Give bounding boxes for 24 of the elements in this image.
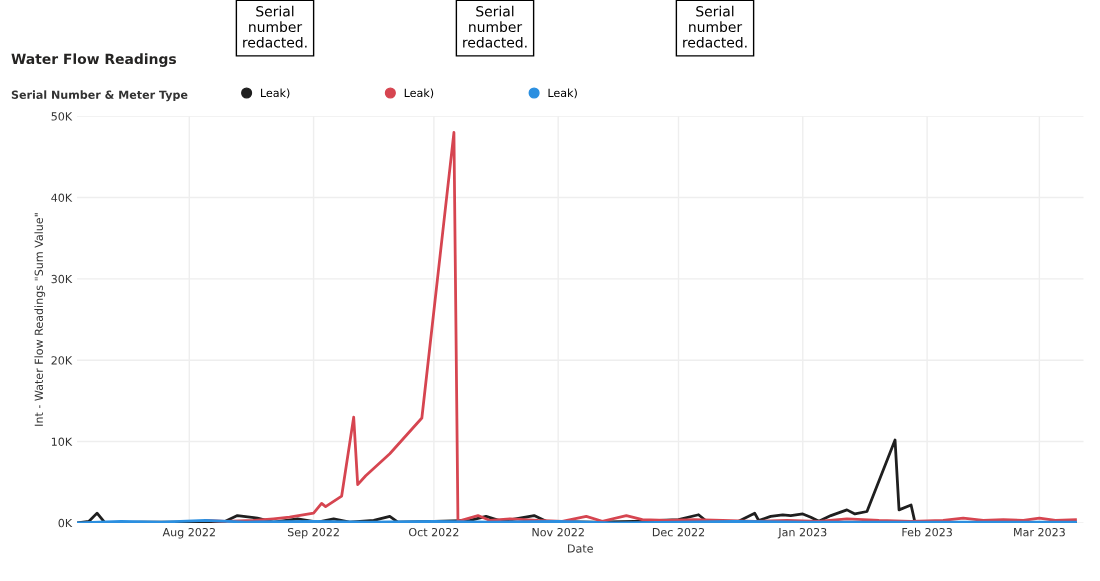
x-tick-label: Aug 2022 — [162, 527, 215, 539]
x-tick-label: Nov 2022 — [532, 527, 584, 537]
text: Serial number redacted. — [463, 5, 527, 48]
legend-label: Leak) — [261, 88, 290, 99]
x-tick-label: Sep 2022 — [287, 527, 339, 539]
y-tick-label: 30K — [51, 274, 73, 284]
x-tick-label: Dec 2022 — [652, 527, 705, 537]
legend-title: Serial Number & Meter Type — [11, 90, 188, 102]
y-tick-label: 10K — [51, 437, 73, 446]
x-tick-label: Jan 2023 — [777, 527, 827, 539]
x-tick-label: Feb 2023 — [902, 527, 952, 537]
chart-title: Water Flow Readings — [11, 53, 177, 67]
text: Serial number redacted. — [683, 5, 747, 48]
y-tick-label: 50K — [51, 112, 73, 121]
y-axis-title: Int - Water Flow Readings "Sum Value" — [34, 213, 46, 426]
legend-label: Leak) — [404, 88, 434, 99]
y-tick-label: 40K — [51, 193, 73, 202]
y-tick-label: 20K — [51, 356, 73, 365]
x-axis-title: Date — [568, 544, 593, 553]
legend-label: Leak) — [548, 88, 577, 99]
x-tick-label: Oct 2022 — [409, 527, 459, 537]
y-tick-label: 0K — [58, 518, 73, 528]
text: Serial number redacted. — [243, 5, 307, 48]
x-tick-label: Mar 2023 — [1014, 527, 1065, 537]
